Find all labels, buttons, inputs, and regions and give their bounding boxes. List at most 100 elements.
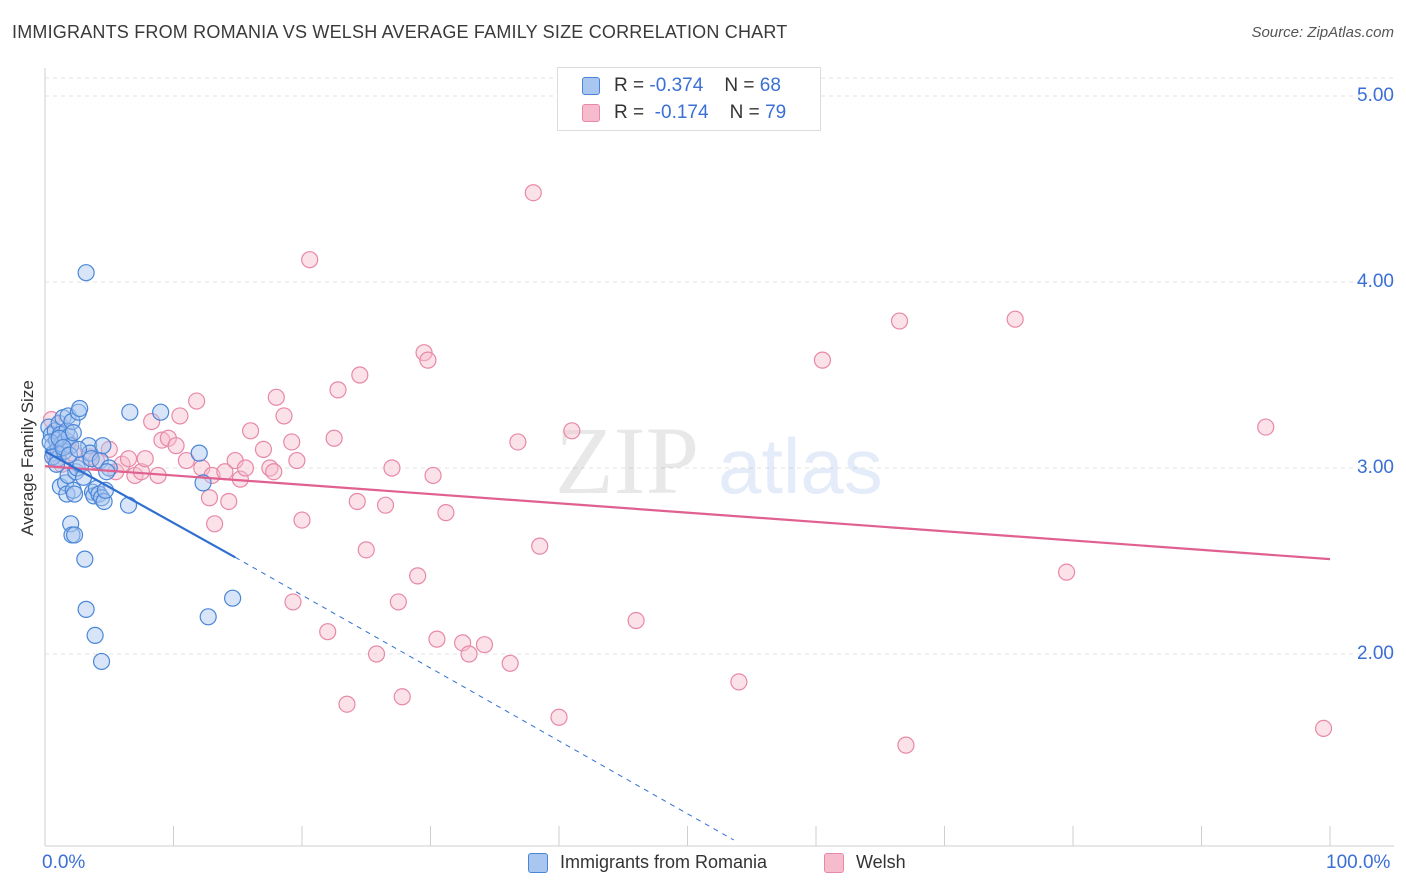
welsh-point bbox=[338, 695, 356, 713]
welsh-point bbox=[475, 636, 494, 654]
romania-swatch bbox=[582, 77, 600, 95]
welsh-point bbox=[1314, 719, 1333, 738]
welsh-point bbox=[254, 440, 273, 458]
welsh-point bbox=[119, 450, 138, 468]
stats-row-romania: R = -0.374 N = 68 bbox=[582, 74, 781, 98]
r-value: -0.374 bbox=[649, 75, 704, 96]
welsh-point bbox=[357, 541, 375, 559]
n-label: N = bbox=[724, 75, 755, 96]
n-label: N = bbox=[729, 102, 760, 123]
welsh-point bbox=[351, 366, 369, 384]
x-tick-label-max: 100.0% bbox=[1326, 852, 1391, 873]
welsh-point bbox=[220, 492, 238, 511]
welsh-point bbox=[177, 451, 195, 470]
welsh-point bbox=[367, 645, 386, 663]
romania-point bbox=[152, 403, 170, 421]
stats-row-welsh: R = -0.174 N = 79 bbox=[582, 101, 786, 125]
welsh-point bbox=[325, 429, 343, 447]
welsh-point bbox=[897, 736, 915, 754]
welsh-point bbox=[501, 654, 519, 672]
welsh-point bbox=[409, 567, 427, 585]
romania-point bbox=[41, 433, 59, 451]
romania-swatch bbox=[528, 852, 548, 873]
welsh-point bbox=[267, 388, 285, 406]
welsh-point bbox=[288, 451, 306, 470]
welsh-point bbox=[171, 407, 189, 425]
axes bbox=[44, 68, 1394, 847]
trend-lines bbox=[44, 450, 1331, 841]
romania-point bbox=[71, 399, 89, 418]
stats-legend: R = -0.374 N = 68 R = -0.174 N = 79 bbox=[557, 67, 821, 131]
welsh-point bbox=[550, 708, 568, 726]
romania-point bbox=[190, 444, 208, 462]
romania-point bbox=[50, 429, 68, 447]
r-label: R = bbox=[614, 75, 645, 96]
welsh-point bbox=[1057, 563, 1076, 581]
welsh-point bbox=[188, 392, 206, 410]
welsh-point bbox=[460, 645, 478, 663]
welsh-point bbox=[1006, 310, 1024, 328]
legend-label: Welsh bbox=[856, 852, 906, 872]
welsh-point bbox=[200, 489, 219, 507]
y-tick-label: 3.00 bbox=[1357, 457, 1394, 478]
welsh-point bbox=[284, 593, 302, 611]
welsh-point bbox=[376, 496, 395, 514]
welsh-point bbox=[419, 351, 437, 369]
y-tick-label: 5.00 bbox=[1357, 85, 1394, 106]
welsh-point bbox=[393, 688, 411, 706]
legend-item-welsh[interactable]: Welsh bbox=[824, 852, 906, 873]
y-tick-label: 4.00 bbox=[1357, 271, 1394, 292]
n-value: 68 bbox=[759, 75, 781, 96]
r-value: -0.174 bbox=[654, 102, 709, 123]
legend-item-romania[interactable]: Immigrants from Romania bbox=[528, 852, 767, 873]
welsh-trend-line bbox=[44, 465, 1331, 561]
welsh-point bbox=[730, 673, 748, 691]
welsh-point bbox=[428, 630, 446, 648]
watermark: ZIP atlas bbox=[555, 407, 883, 514]
welsh-point bbox=[563, 422, 581, 440]
welsh-points bbox=[42, 92, 1333, 754]
legend-label: Immigrants from Romania bbox=[560, 852, 768, 872]
romania-point bbox=[77, 600, 95, 618]
romania-point bbox=[65, 526, 84, 544]
welsh-point bbox=[283, 433, 301, 451]
welsh-point bbox=[206, 515, 224, 533]
chart-title: IMMIGRANTS FROM ROMANIA VS WELSH AVERAGE… bbox=[12, 22, 788, 42]
welsh-point bbox=[531, 537, 549, 555]
welsh-point bbox=[890, 312, 909, 330]
welsh-point bbox=[437, 504, 455, 522]
welsh-point bbox=[293, 511, 311, 529]
romania-point bbox=[65, 485, 84, 503]
romania-point bbox=[224, 589, 242, 607]
welsh-point bbox=[236, 459, 255, 477]
series-legend: Immigrants from Romania Welsh bbox=[0, 852, 1406, 878]
romania-point bbox=[199, 608, 217, 626]
welsh-point bbox=[627, 611, 645, 630]
romania-point bbox=[77, 264, 95, 282]
welsh-point bbox=[301, 251, 319, 269]
romania-point bbox=[121, 403, 139, 421]
y-axis-label: Average Family Size bbox=[18, 380, 37, 536]
watermark-atlas: atlas bbox=[718, 422, 883, 510]
romania-point bbox=[86, 626, 104, 645]
welsh-point bbox=[136, 450, 154, 468]
welsh-point bbox=[242, 422, 260, 440]
source-label: Source: ZipAtlas.com bbox=[1251, 24, 1394, 41]
romania-point bbox=[76, 550, 94, 568]
romania-point bbox=[69, 440, 88, 458]
welsh-point bbox=[1257, 418, 1275, 436]
welsh-point bbox=[275, 407, 293, 425]
welsh-point bbox=[348, 492, 366, 511]
welsh-point bbox=[167, 437, 185, 455]
welsh-point bbox=[319, 623, 337, 641]
welsh-point bbox=[383, 459, 401, 477]
y-tick-label: 2.00 bbox=[1357, 643, 1394, 664]
romania-trend-line bbox=[44, 450, 236, 559]
welsh-point bbox=[813, 351, 832, 369]
r-label: R = bbox=[614, 102, 645, 123]
romania-point bbox=[92, 652, 111, 671]
gridlines bbox=[45, 77, 1394, 655]
n-value: 79 bbox=[765, 102, 787, 123]
welsh-swatch bbox=[824, 852, 844, 873]
